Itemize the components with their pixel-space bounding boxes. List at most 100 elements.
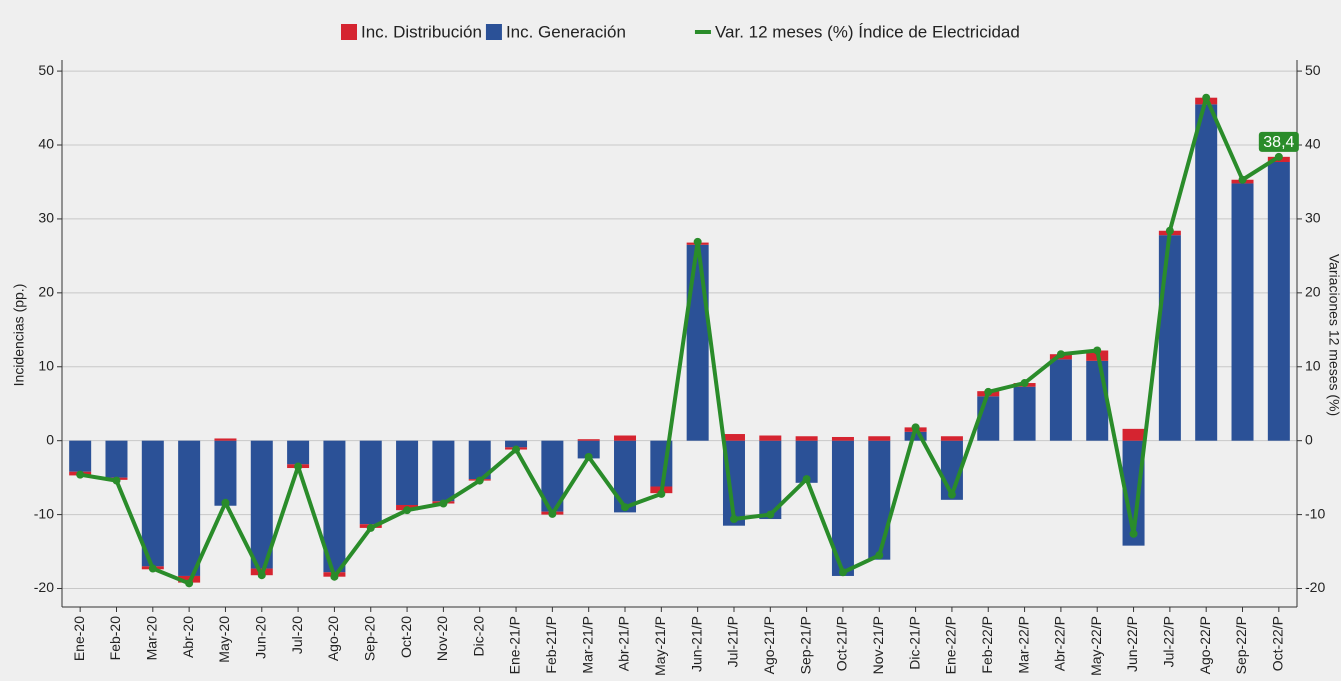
legend-label: Inc. Distribución [361,22,482,41]
legend-label: Var. 12 meses (%) Índice de Electricidad [715,22,1020,41]
bar [69,440,92,472]
y-axis-title: Incidencias (pp.) [11,284,27,387]
bar [831,436,854,441]
line-point [1093,346,1102,355]
line-point [366,523,375,532]
line-point [185,579,194,588]
bar [759,435,782,441]
bar [1195,104,1218,441]
bar [287,440,310,465]
bar [141,440,164,567]
bar [1086,360,1109,441]
bar [614,435,637,441]
x-tick-label: Jun-21/P [688,616,704,672]
y2-tick-label: -20 [1305,579,1325,595]
line-point [1129,529,1138,538]
x-tick-label: Abr-20 [180,616,196,658]
line-point [984,387,993,396]
y2-tick-label: 50 [1305,62,1321,78]
line-point [1202,93,1211,102]
x-tick-label: Oct-22/P [1270,616,1286,671]
y2-tick-label: 0 [1305,431,1313,447]
value-label: 38,4 [1263,134,1294,151]
bar [1158,235,1181,441]
x-tick-label: Nov-21/P [870,616,886,674]
y-tick-label: 0 [46,431,54,447]
x-tick-label: Mar-20 [144,616,160,661]
line-point [584,452,593,461]
bar [831,440,854,576]
line-point [330,572,339,581]
line-point [1274,152,1283,161]
line-point [112,476,121,485]
line-point [221,498,230,507]
x-tick-label: Sep-21/P [797,616,813,674]
bar [541,440,564,512]
bar [105,440,128,478]
bar [323,440,346,573]
bar [614,440,637,513]
x-tick-label: Feb-21/P [543,616,559,674]
line-point [838,568,847,577]
line-point [802,475,811,484]
x-tick-label: Dic-21/P [906,616,922,670]
y-tick-label: 10 [38,357,54,373]
bar [686,244,709,441]
y2-tick-label: -10 [1305,505,1325,521]
bar [1122,428,1145,441]
bar [722,434,745,441]
x-tick-label: Abr-21/P [616,616,632,671]
bar [795,440,818,483]
line-point [1238,175,1247,184]
line [79,95,1280,586]
x-tick-label: Sep-20 [361,616,377,661]
bar [1267,162,1290,441]
y2-tick-label: 40 [1305,136,1321,152]
bar [1231,183,1254,441]
x-tick-label: Sep-22/P [1233,616,1249,674]
x-tick-label: Ene-22/P [943,616,959,674]
line-point [439,499,448,508]
x-tick-label: Jul-22/P [1161,616,1177,667]
x-tick-label: Abr-22/P [1052,616,1068,671]
x-tick-label: Oct-20 [398,616,414,658]
bar [432,440,455,502]
y-tick-label: 40 [38,136,54,152]
bar [940,436,963,441]
y2-axis-title: Variaciones 12 meses (%) [1326,254,1341,416]
x-tick-label: May-22/P [1088,616,1104,676]
y-tick-label: 20 [38,284,54,300]
bar [868,440,891,560]
bar [214,438,237,441]
x-tick-label: May-21/P [652,616,668,676]
y-tick-label: -20 [34,579,54,595]
line-point [548,509,557,518]
x-tick-label: Jun-22/P [1124,616,1140,672]
x-tick-label: Mar-22/P [1015,616,1031,674]
line-point [148,564,157,573]
line-point [403,506,412,515]
line-point [693,237,702,246]
line-point [257,571,266,580]
x-tick-label: Feb-20 [107,616,123,661]
x-tick-label: Jul-20 [289,616,305,654]
bar [904,431,927,441]
bar [396,440,419,505]
line-point [1020,379,1029,388]
x-tick-label: Jul-21/P [725,616,741,667]
y-tick-label: 50 [38,62,54,78]
x-tick-label: Feb-22/P [979,616,995,674]
line-point [947,490,956,499]
x-tick-label: Nov-20 [434,616,450,661]
x-tick-label: Jun-20 [252,616,268,659]
y2-tick-label: 10 [1305,357,1321,373]
line-point [475,476,484,485]
line-point [621,503,630,512]
legend-swatch [485,24,502,40]
bar [468,440,491,480]
line-point [294,462,303,471]
bar [868,436,891,441]
bar [1122,440,1145,546]
bar [795,436,818,441]
